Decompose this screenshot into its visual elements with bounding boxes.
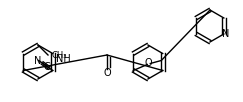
- Text: NH: NH: [56, 54, 70, 64]
- Text: O: O: [145, 59, 152, 69]
- Text: N: N: [222, 29, 230, 39]
- Text: CH₃: CH₃: [51, 52, 67, 60]
- Text: C: C: [43, 62, 50, 72]
- Text: O: O: [103, 68, 111, 78]
- Text: N: N: [34, 57, 41, 67]
